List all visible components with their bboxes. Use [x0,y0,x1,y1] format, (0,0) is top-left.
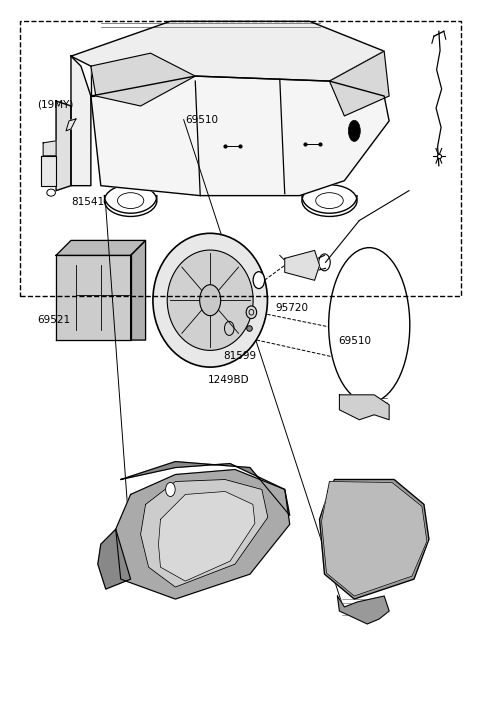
Polygon shape [320,479,429,599]
Polygon shape [141,479,268,587]
Polygon shape [158,491,255,581]
Text: 1249BD: 1249BD [207,375,249,385]
Polygon shape [56,240,145,255]
Polygon shape [71,21,384,81]
Circle shape [166,482,175,496]
Polygon shape [285,250,320,280]
Ellipse shape [167,250,253,351]
Polygon shape [116,469,290,599]
Polygon shape [322,481,427,596]
Polygon shape [66,119,76,131]
Circle shape [200,285,221,316]
Ellipse shape [153,233,267,367]
Ellipse shape [329,247,410,402]
Circle shape [253,271,264,288]
Polygon shape [337,596,389,624]
Text: 69510: 69510 [185,115,218,124]
Polygon shape [120,462,290,515]
Text: 1129AC: 1129AC [180,298,221,308]
Text: 95720: 95720 [276,303,309,312]
Text: 69510: 69510 [338,337,371,346]
Polygon shape [41,156,56,186]
Polygon shape [71,56,91,186]
Text: (19MY): (19MY) [37,100,73,110]
Polygon shape [56,101,71,191]
Polygon shape [56,255,131,340]
Polygon shape [91,53,195,106]
Polygon shape [91,76,389,196]
Ellipse shape [348,120,360,141]
Polygon shape [339,395,389,420]
Text: 81599: 81599 [223,351,256,361]
Ellipse shape [246,306,257,319]
Polygon shape [329,51,389,116]
Text: 81541: 81541 [71,197,104,207]
Polygon shape [131,240,145,340]
Text: 69521: 69521 [37,315,71,325]
Polygon shape [43,141,56,156]
Polygon shape [98,530,131,589]
